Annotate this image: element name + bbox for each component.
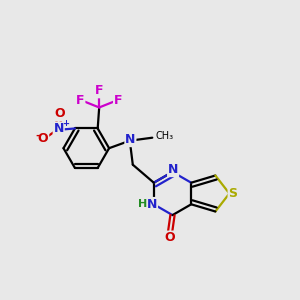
Text: O: O bbox=[164, 231, 175, 244]
Text: N: N bbox=[147, 198, 157, 211]
Text: –: – bbox=[35, 131, 41, 141]
Text: F: F bbox=[114, 94, 122, 107]
Text: O: O bbox=[38, 132, 48, 145]
Text: S: S bbox=[228, 187, 237, 200]
Text: F: F bbox=[76, 94, 85, 107]
Text: F: F bbox=[95, 85, 103, 98]
Text: CH₃: CH₃ bbox=[155, 131, 173, 141]
Text: N: N bbox=[53, 122, 64, 135]
Text: N: N bbox=[168, 163, 178, 176]
Text: N: N bbox=[125, 133, 136, 146]
Text: +: + bbox=[62, 119, 69, 128]
Text: O: O bbox=[55, 107, 65, 120]
Text: H: H bbox=[138, 199, 147, 209]
